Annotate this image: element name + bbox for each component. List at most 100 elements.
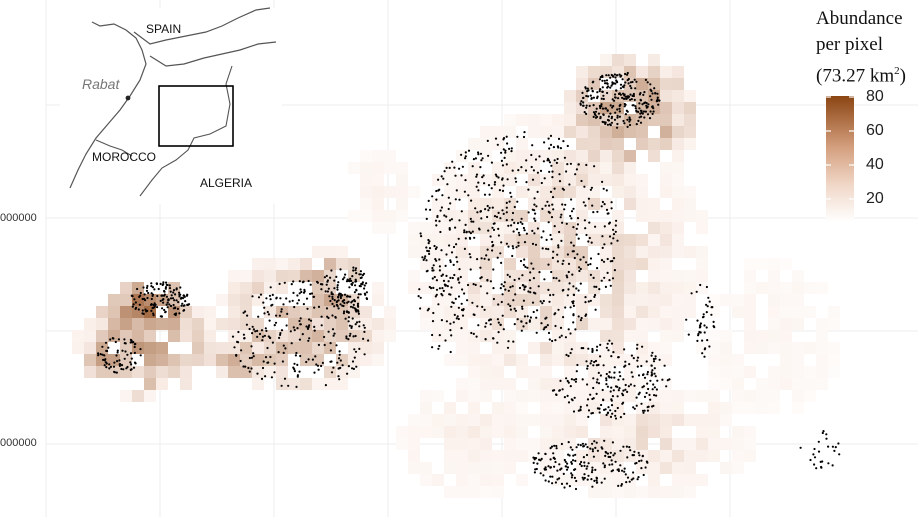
- abundance-pixel: [348, 318, 360, 330]
- occurrence-point: [470, 220, 473, 223]
- occurrence-point: [612, 104, 615, 108]
- abundance-pixel: [108, 354, 120, 366]
- occurrence-point: [439, 209, 442, 212]
- abundance-pixel: [636, 486, 648, 498]
- abundance-pixel: [576, 294, 588, 306]
- occurrence-point: [509, 286, 512, 289]
- abundance-pixel: [504, 414, 516, 426]
- occurrence-point: [522, 135, 526, 139]
- abundance-pixel: [372, 186, 384, 198]
- occurrence-point: [551, 256, 555, 259]
- occurrence-point: [172, 291, 175, 294]
- occurrence-point: [261, 335, 265, 338]
- abundance-pixel: [552, 210, 564, 222]
- occurrence-point: [299, 354, 302, 358]
- occurrence-point: [550, 216, 554, 219]
- occurrence-point: [653, 367, 656, 370]
- occurrence-point: [446, 285, 449, 288]
- occurrence-point: [547, 210, 550, 213]
- occurrence-point: [273, 371, 276, 374]
- abundance-pixel: [648, 54, 660, 66]
- abundance-pixel: [504, 402, 516, 414]
- occurrence-point: [477, 153, 480, 156]
- abundance-pixel: [636, 126, 648, 138]
- occurrence-point: [557, 308, 560, 311]
- occurrence-point: [595, 285, 598, 288]
- abundance-pixel: [504, 198, 516, 210]
- occurrence-point: [608, 279, 611, 282]
- abundance-pixel: [612, 270, 624, 282]
- occurrence-point: [101, 353, 104, 356]
- occurrence-point: [116, 351, 119, 354]
- occurrence-point: [512, 230, 515, 233]
- occurrence-point: [298, 292, 301, 295]
- occurrence-point: [164, 286, 168, 289]
- abundance-pixel: [156, 342, 168, 354]
- occurrence-point: [265, 297, 268, 300]
- occurrence-point: [572, 293, 575, 296]
- occurrence-point: [644, 78, 648, 81]
- abundance-pixel: [120, 294, 132, 306]
- abundance-pixel: [552, 270, 564, 282]
- occurrence-point: [513, 278, 516, 282]
- occurrence-point: [565, 465, 568, 468]
- abundance-pixel: [696, 474, 708, 486]
- abundance-pixel: [696, 438, 708, 450]
- occurrence-point: [565, 468, 569, 471]
- abundance-pixel: [684, 390, 696, 402]
- occurrence-point: [274, 321, 278, 324]
- abundance-pixel: [288, 306, 300, 318]
- occurrence-point: [265, 329, 268, 332]
- abundance-pixel: [420, 318, 432, 330]
- occurrence-point: [571, 448, 574, 451]
- occurrence-point: [141, 309, 144, 312]
- occurrence-point: [705, 326, 708, 329]
- abundance-pixel: [768, 378, 780, 390]
- occurrence-point: [585, 104, 588, 107]
- occurrence-point: [593, 440, 596, 443]
- occurrence-point: [502, 184, 505, 187]
- occurrence-point: [115, 371, 118, 374]
- occurrence-point: [617, 389, 620, 392]
- occurrence-point: [125, 367, 128, 370]
- occurrence-point: [606, 91, 609, 95]
- occurrence-point: [491, 240, 494, 244]
- occurrence-point: [499, 252, 502, 255]
- occurrence-point: [632, 104, 635, 107]
- abundance-pixel: [84, 330, 96, 342]
- occurrence-point: [320, 364, 323, 368]
- occurrence-point: [606, 271, 609, 274]
- occurrence-point: [591, 204, 594, 207]
- occurrence-point: [653, 372, 656, 375]
- abundance-pixel: [828, 354, 840, 366]
- occurrence-point: [109, 338, 112, 341]
- occurrence-point: [591, 89, 594, 93]
- abundance-pixel: [312, 246, 324, 258]
- occurrence-point: [710, 313, 713, 316]
- occurrence-point: [500, 300, 503, 304]
- occurrence-point: [157, 287, 160, 291]
- occurrence-point: [610, 459, 613, 462]
- abundance-pixel: [612, 54, 624, 66]
- occurrence-point: [528, 279, 532, 282]
- occurrence-point: [533, 209, 536, 212]
- occurrence-point: [144, 308, 147, 311]
- occurrence-point: [176, 307, 179, 310]
- occurrence-point: [547, 137, 550, 140]
- occurrence-point: [624, 72, 627, 76]
- abundance-pixel: [612, 210, 624, 222]
- occurrence-point: [527, 211, 530, 214]
- abundance-pixel: [684, 282, 696, 294]
- occurrence-point: [706, 339, 709, 342]
- occurrence-point: [533, 458, 536, 461]
- abundance-pixel: [216, 342, 228, 354]
- occurrence-point: [543, 278, 546, 281]
- occurrence-point: [469, 256, 472, 259]
- abundance-pixel: [612, 246, 624, 258]
- occurrence-point: [445, 253, 448, 256]
- abundance-pixel: [708, 306, 720, 318]
- occurrence-point: [616, 126, 619, 129]
- occurrence-point: [450, 286, 453, 289]
- abundance-pixel: [612, 174, 624, 186]
- occurrence-point: [492, 228, 496, 231]
